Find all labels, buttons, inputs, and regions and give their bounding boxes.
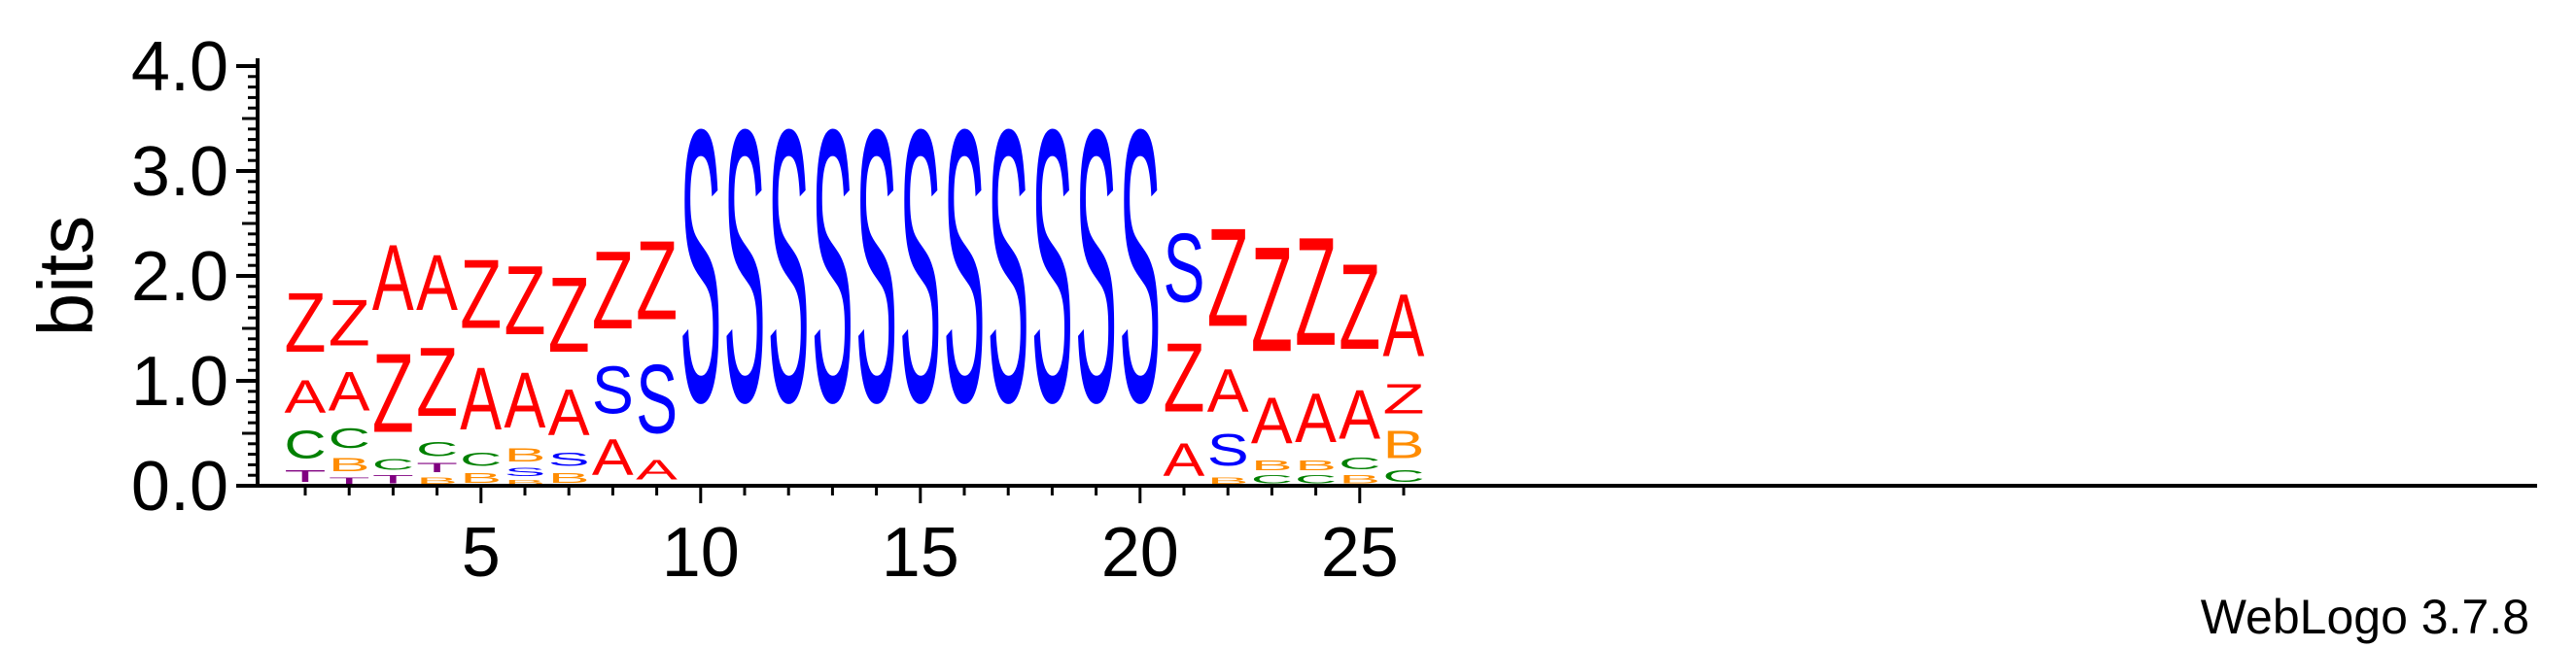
logo-letter-a: A: [285, 371, 327, 424]
logo-letter-a: A: [1295, 379, 1337, 457]
logo-letter-b: B: [329, 455, 370, 475]
x-tick-label: 5: [462, 514, 501, 592]
logo-letter-a: A: [548, 375, 590, 449]
y-tick-label: 3.0: [131, 133, 228, 211]
x-tick-label: 15: [882, 514, 959, 592]
logo-letter-a: A: [505, 355, 546, 444]
logo-letter-z: Z: [1164, 324, 1205, 433]
logo-letter-z: Z: [1207, 200, 1249, 357]
logo-letter-b: B: [1251, 458, 1293, 473]
logo-letter-z: Z: [285, 275, 327, 370]
logo-letter-c: C: [416, 438, 458, 460]
x-axis-ticks: 5 10 15 20 25: [303, 486, 1406, 592]
logo-letter-a: A: [636, 454, 679, 486]
logo-letter-c: C: [1251, 473, 1293, 486]
logo-letter-b: B: [1207, 475, 1249, 486]
logo-letter-t: T: [372, 473, 414, 486]
logo-letter-s: S: [768, 49, 810, 483]
logo-letter-a: A: [329, 359, 370, 422]
logo-letter-b: B: [505, 445, 546, 465]
logo-letter-z: Z: [1339, 239, 1380, 376]
logo-letter-z: Z: [1295, 207, 1337, 379]
logo-letter-s: S: [1031, 49, 1073, 483]
logo-letter-s: S: [1119, 49, 1161, 483]
logo-letter-b: B: [1339, 473, 1380, 486]
logo-letter-s: S: [899, 49, 941, 483]
logo-letter-t: T: [416, 460, 458, 475]
logo-letter-a: A: [592, 428, 635, 486]
logo-letter-z: Z: [636, 219, 678, 344]
logo-letter-a: A: [1251, 383, 1293, 457]
logo-letter-c: C: [1339, 455, 1380, 473]
x-tick-label: 10: [662, 514, 740, 592]
logo-letter-a: A: [1164, 434, 1205, 487]
x-tick-label: 20: [1101, 514, 1179, 592]
logo-letter-s: S: [1207, 425, 1249, 475]
logo-letter-c: C: [1383, 467, 1425, 486]
logo-letter-t: T: [285, 467, 327, 486]
logo-letter-z: Z: [416, 327, 458, 437]
logo-letter-s: S: [505, 465, 546, 478]
logo-letter-s: S: [592, 353, 634, 428]
logo-letter-c: C: [372, 457, 414, 473]
logo-letter-b: B: [548, 470, 590, 486]
logo-letter-s: S: [1164, 212, 1205, 322]
logo-letter-b: B: [416, 475, 458, 486]
logo-letter-z: Z: [329, 287, 370, 359]
y-axis-ticks: 0.0 1.0 2.0 3.0 4.0: [131, 28, 258, 526]
logo-letter-s: S: [855, 49, 897, 483]
logo-letter-z: Z: [592, 229, 634, 353]
logo-letter-s: S: [988, 49, 1029, 483]
logo-letter-a: A: [460, 349, 502, 449]
x-tick-label: 25: [1321, 514, 1399, 592]
logo-letter-c: C: [329, 423, 370, 454]
logo-letter-z: Z: [1251, 216, 1293, 383]
logo-letter-c: C: [285, 423, 327, 466]
logo-letter-b: B: [505, 478, 546, 486]
y-tick-label: 0.0: [131, 448, 228, 526]
logo-letter-c: C: [1295, 473, 1337, 486]
logo-letter-s: S: [944, 49, 986, 483]
logo-letter-a: A: [1339, 376, 1380, 454]
logo-letter-b: B: [1295, 458, 1337, 473]
logo-letter-t: T: [329, 475, 370, 486]
logo-letter-a: A: [372, 226, 414, 330]
logo-letter-z: Z: [372, 330, 414, 456]
logo-letter-b: B: [1383, 424, 1425, 467]
logo-letter-z: Z: [505, 246, 546, 356]
logo-letter-s: S: [548, 450, 590, 470]
logo-letter-s: S: [812, 49, 853, 483]
y-tick-label: 2.0: [131, 238, 228, 316]
logo-letter-s: S: [636, 343, 678, 453]
logo-letter-z: Z: [1383, 376, 1425, 423]
logo-letter-a: A: [416, 237, 458, 326]
axes: 0.0 1.0 2.0 3.0 4.0 5 10 15 20 25: [131, 28, 2537, 592]
logo-letter-a: A: [1383, 275, 1425, 375]
logo-letter-z: Z: [548, 255, 590, 375]
y-tick-label: 4.0: [131, 28, 228, 106]
logo-letter-s: S: [679, 49, 721, 483]
logo-letter-a: A: [1207, 358, 1250, 425]
logo-letter-s: S: [724, 49, 766, 483]
logo-letter-c: C: [460, 450, 502, 470]
logo-letter-b: B: [460, 470, 502, 486]
logo-letter-z: Z: [460, 240, 502, 350]
y-axis-title: bits: [22, 216, 109, 337]
logo-letter-s: S: [1075, 49, 1117, 483]
weblogo-credit: WebLogo 3.7.8: [2201, 590, 2529, 644]
y-tick-label: 1.0: [131, 343, 228, 421]
